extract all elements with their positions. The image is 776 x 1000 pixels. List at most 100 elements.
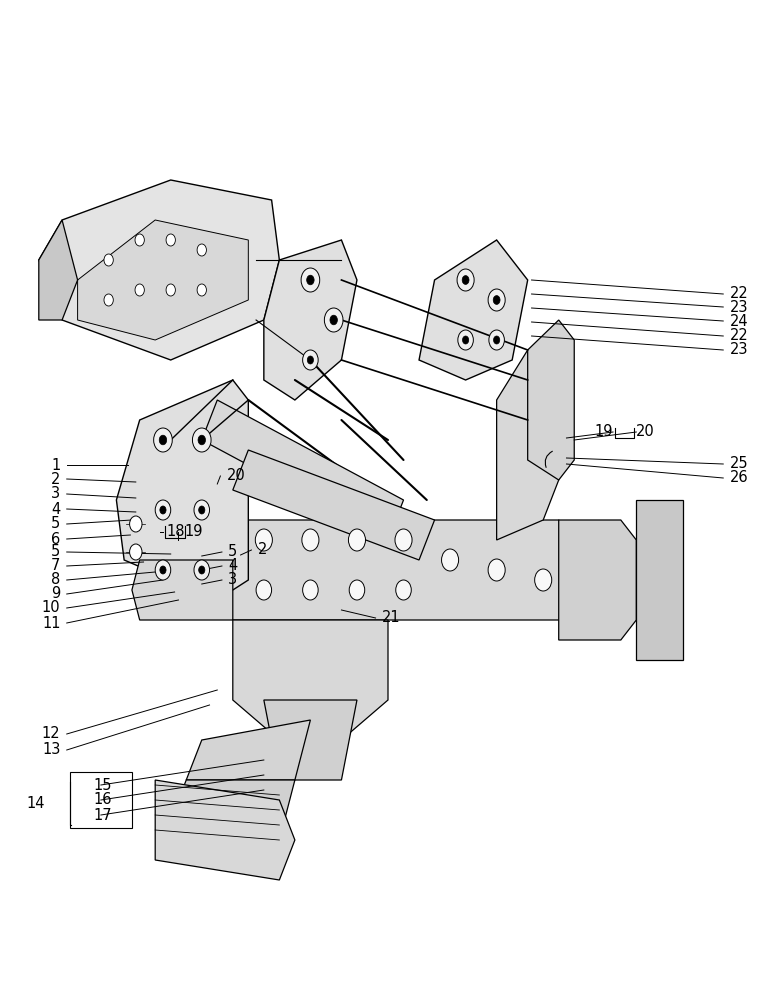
Circle shape [442, 549, 459, 571]
Circle shape [155, 500, 171, 520]
Circle shape [104, 294, 113, 306]
Text: 21: 21 [382, 610, 400, 626]
Circle shape [303, 580, 318, 600]
Circle shape [458, 330, 473, 350]
Polygon shape [155, 780, 295, 880]
Text: 1: 1 [51, 458, 61, 473]
Circle shape [256, 580, 272, 600]
Text: 11: 11 [42, 615, 61, 631]
Polygon shape [171, 780, 295, 840]
Circle shape [166, 284, 175, 296]
Text: 3: 3 [51, 487, 61, 502]
Text: 22: 22 [729, 286, 748, 302]
Circle shape [348, 529, 365, 551]
Text: 5: 5 [51, 516, 61, 532]
Circle shape [160, 566, 166, 574]
Circle shape [197, 244, 206, 256]
Circle shape [396, 580, 411, 600]
Text: 19: 19 [185, 524, 203, 540]
Text: 13: 13 [42, 742, 61, 758]
Polygon shape [528, 320, 574, 480]
Text: 12: 12 [42, 726, 61, 742]
Circle shape [194, 500, 210, 520]
Text: 26: 26 [729, 471, 748, 486]
Circle shape [155, 560, 171, 580]
Polygon shape [419, 240, 528, 380]
Polygon shape [132, 560, 233, 620]
Circle shape [198, 435, 206, 445]
Circle shape [104, 254, 113, 266]
Circle shape [324, 308, 343, 332]
Circle shape [199, 566, 205, 574]
Text: 8: 8 [51, 572, 61, 587]
Polygon shape [78, 220, 248, 340]
Polygon shape [186, 720, 310, 780]
Text: 9: 9 [51, 586, 61, 601]
Circle shape [197, 284, 206, 296]
Circle shape [349, 580, 365, 600]
Polygon shape [497, 350, 559, 540]
Text: 6: 6 [51, 532, 61, 546]
Text: 17: 17 [93, 808, 112, 822]
Polygon shape [202, 400, 404, 540]
Circle shape [154, 428, 172, 452]
Polygon shape [559, 520, 636, 640]
Text: 4: 4 [51, 502, 61, 516]
Circle shape [159, 435, 167, 445]
Text: 16: 16 [93, 792, 112, 808]
Polygon shape [233, 450, 435, 560]
Circle shape [330, 315, 338, 325]
Polygon shape [264, 700, 357, 780]
Text: 5: 5 [228, 544, 237, 560]
Circle shape [301, 268, 320, 292]
Circle shape [166, 234, 175, 246]
Text: 24: 24 [729, 314, 748, 328]
Polygon shape [264, 240, 357, 400]
Text: 4: 4 [228, 558, 237, 574]
Circle shape [130, 544, 142, 560]
Circle shape [303, 350, 318, 370]
Circle shape [494, 296, 500, 304]
Circle shape [535, 569, 552, 591]
Circle shape [192, 428, 211, 452]
Circle shape [488, 289, 505, 311]
Polygon shape [39, 180, 279, 360]
Circle shape [307, 356, 314, 364]
Polygon shape [210, 520, 590, 620]
Circle shape [457, 269, 474, 291]
Text: 7: 7 [51, 558, 61, 574]
Text: 23: 23 [729, 342, 748, 358]
Text: 10: 10 [42, 600, 61, 615]
Circle shape [395, 529, 412, 551]
Circle shape [199, 506, 205, 514]
Circle shape [462, 336, 469, 344]
Text: 5: 5 [51, 544, 61, 560]
Text: 19: 19 [594, 424, 613, 440]
Text: 15: 15 [93, 778, 112, 792]
Circle shape [302, 529, 319, 551]
Circle shape [135, 234, 144, 246]
Polygon shape [636, 500, 683, 660]
Circle shape [160, 506, 166, 514]
Text: 2: 2 [51, 472, 61, 487]
Circle shape [488, 559, 505, 581]
Polygon shape [116, 380, 248, 600]
Polygon shape [39, 220, 78, 320]
Circle shape [135, 284, 144, 296]
Circle shape [489, 330, 504, 350]
Text: 25: 25 [729, 456, 748, 472]
Text: 2: 2 [258, 542, 267, 558]
Circle shape [494, 336, 500, 344]
Text: 20: 20 [227, 468, 245, 484]
Circle shape [307, 275, 314, 285]
Circle shape [194, 560, 210, 580]
Text: 20: 20 [636, 424, 655, 440]
Circle shape [462, 276, 469, 284]
Polygon shape [233, 620, 388, 740]
Text: 18: 18 [166, 524, 185, 540]
Text: 23: 23 [729, 300, 748, 314]
Text: 14: 14 [26, 796, 45, 811]
Circle shape [255, 529, 272, 551]
Text: 3: 3 [228, 572, 237, 587]
Text: 22: 22 [729, 328, 748, 344]
